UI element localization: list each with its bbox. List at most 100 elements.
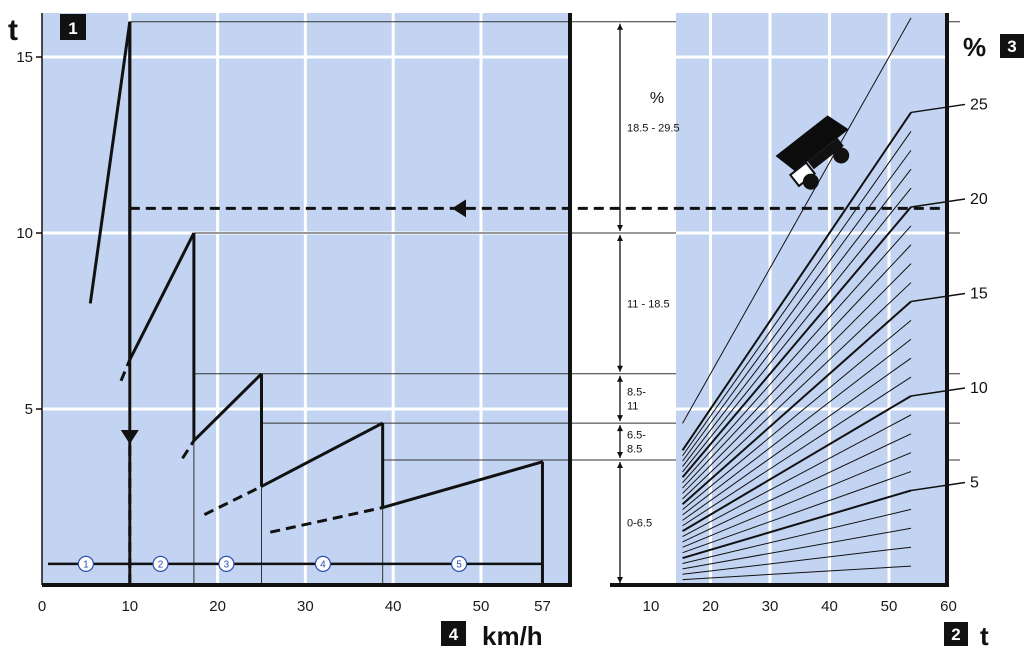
gear-bar: 1 2 3 4 5: [48, 555, 543, 572]
gear-5-label: 5: [456, 559, 462, 570]
band-4-label-0: 0-6.5: [627, 518, 652, 530]
gear-4-label: 4: [320, 559, 326, 570]
grade-label-5: 5: [970, 474, 979, 491]
grade-label-leader-5: [910, 481, 966, 492]
right-x-tick-40: 40: [821, 598, 838, 615]
right-x-tick-30: 30: [762, 598, 779, 615]
dump-truck-icon: [775, 115, 850, 190]
grade-line-8-percent: [682, 433, 912, 543]
right-x-axis: 10 20 30 40 50 60: [643, 598, 957, 615]
grade-label-25: 25: [970, 96, 988, 113]
left-x-tick-20: 20: [209, 598, 226, 615]
grade-line-11-percent: [682, 376, 912, 527]
left-y-tick-5: 5: [25, 401, 33, 418]
left-x-axis: 0 10 20 30 40 50 57: [38, 598, 551, 615]
grade-line-12-percent: [682, 357, 912, 521]
gear-1-label: 1: [83, 559, 89, 570]
grade-line-5-percent: [682, 489, 912, 560]
left-x-tick-10: 10: [121, 598, 138, 615]
gear-4-circle: [314, 555, 332, 572]
right-panel: %18.5 - 29.511 - 18.58.5-116.5-8.50-6.5 …: [610, 13, 1024, 651]
left-x-tick-0: 0: [38, 598, 46, 615]
gear-3-circle: [218, 555, 235, 572]
band-unit-label: %: [650, 90, 664, 107]
band-4-arrow-down: [617, 577, 623, 583]
grade-line-16-percent: [682, 282, 912, 500]
grade-label-20: 20: [970, 191, 988, 208]
connector-lines: [129, 199, 947, 218]
gear-5-curve: [382, 460, 543, 510]
band-3-label-1: 8.5: [627, 444, 642, 456]
grade-line-18-percent: [682, 244, 912, 489]
badge-4-label: 4: [449, 625, 459, 644]
grade-line-3-percent: [682, 527, 912, 570]
left-x-tick-57: 57: [534, 598, 551, 615]
grade-label-leader-25: [910, 103, 966, 114]
left-y-tick-15: 15: [16, 49, 33, 66]
grade-line-6-percent: [682, 471, 912, 554]
band-0-arrow-down: [617, 225, 623, 231]
right-x-tick-20: 20: [702, 598, 719, 615]
left-y-axis-label: t: [8, 14, 18, 47]
grade-label-leader-10: [910, 387, 966, 397]
left-y-axis: 5 10 15: [16, 13, 43, 585]
grade-line-10-percent: [682, 395, 912, 533]
grade-line-23-percent: [682, 149, 912, 462]
grade-line-17-percent: [682, 263, 912, 494]
grade-label-leader-15: [910, 292, 966, 303]
gear-4-curve: [260, 421, 384, 488]
right-x-axis-label: t: [980, 621, 989, 651]
right-grid: [676, 13, 947, 585]
band-0-label-0: 18.5 - 29.5: [627, 122, 680, 134]
band-1-arrow-up: [617, 235, 623, 241]
gear-curves: [88, 21, 544, 585]
gear-5-dashed: [269, 506, 383, 534]
band-3-arrow-up: [617, 425, 623, 432]
band-4-arrow-up: [617, 462, 623, 469]
band-3-label-0: 6.5-: [627, 430, 646, 442]
grade-line-9-percent: [682, 414, 912, 537]
badge-3-label: 3: [1007, 37, 1016, 56]
grade-line-19-percent: [682, 225, 912, 484]
grade-line-22-percent: [682, 168, 912, 467]
grade-line-15-percent: [681, 300, 912, 505]
gear-3-label: 3: [224, 559, 230, 570]
badge-1-label: 1: [68, 19, 77, 38]
band-2-arrow-up: [617, 375, 623, 382]
badge-3: [1000, 34, 1024, 58]
band-2-arrow-down: [617, 415, 623, 422]
gear-1-circle: [77, 555, 95, 572]
grade-line-1-percent: [682, 565, 912, 581]
gear-2-label: 2: [158, 559, 164, 570]
grade-line-24-percent: [682, 131, 912, 457]
badge-2-label: 2: [951, 625, 960, 644]
right-panel-background: [676, 13, 948, 585]
band-1-label-0: 11 - 18.5: [627, 298, 670, 310]
grade-label-10: 10: [970, 380, 988, 397]
left-x-tick-50: 50: [473, 598, 490, 615]
grade-line-30-percent: [682, 17, 912, 424]
gear-3-dashed: [181, 439, 196, 460]
grade-line-21-percent: [682, 187, 912, 473]
gear-2-circle: [152, 555, 169, 572]
grade-lines: [681, 17, 912, 581]
grade-labels: 25 20 15 10 5: [910, 96, 988, 492]
gear-1-curve: [88, 21, 132, 304]
band-2-label-0: 8.5-: [627, 386, 646, 398]
band-1-arrow-down: [617, 365, 623, 372]
left-x-tick-40: 40: [385, 598, 402, 615]
grade-line-25-percent: [681, 111, 912, 451]
right-x-tick-10: 10: [643, 598, 660, 615]
example-down-arrow: [120, 430, 139, 444]
gear-2-curve: [128, 232, 196, 361]
grade-bands: % 18.5 - 29.5 11 - 18.5 8.5- 11 6.5- 8.5 0-6.5: [617, 23, 680, 583]
grade-label-15: 15: [970, 285, 988, 302]
grade-line-4-percent: [682, 508, 912, 564]
gear-4-dashed: [203, 485, 263, 516]
band-3-arrow-down: [617, 452, 623, 459]
example-left-arrow: [452, 199, 466, 218]
grade-line-20-percent: [681, 206, 912, 478]
right-x-tick-60: 60: [940, 598, 957, 615]
right-x-tick-50: 50: [881, 598, 898, 615]
